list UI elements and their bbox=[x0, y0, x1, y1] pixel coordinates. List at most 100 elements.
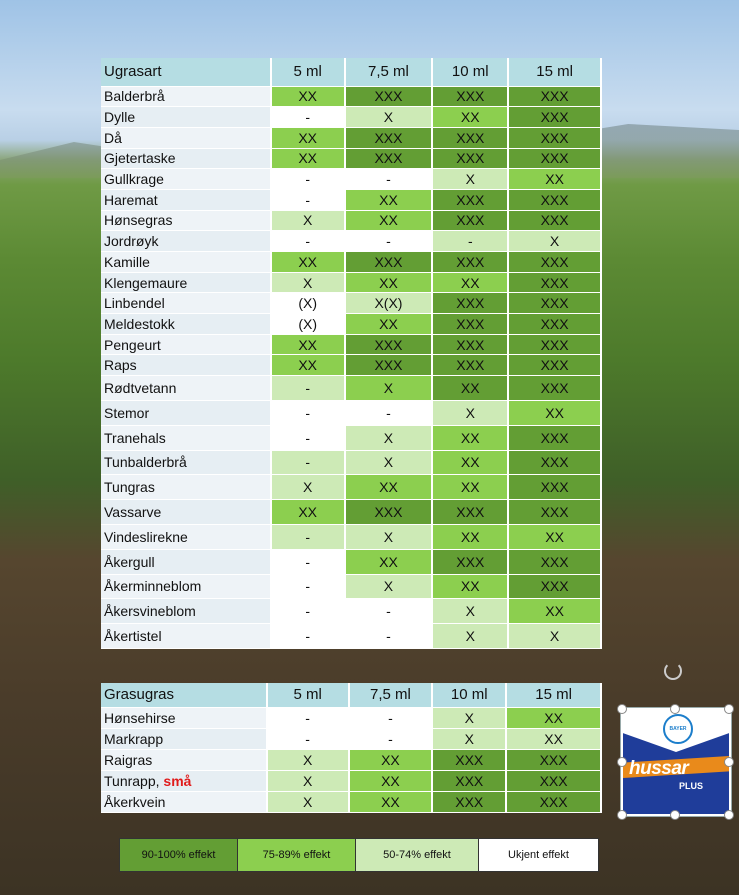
effect-cell: XXX bbox=[432, 499, 510, 525]
row-name-text: Raigras bbox=[104, 751, 153, 768]
table-row: Åkertistel - - X X bbox=[101, 623, 602, 649]
effect-cell: XXX bbox=[508, 148, 602, 169]
effect-cell: - bbox=[344, 623, 434, 649]
row-name: Hønsehirse bbox=[101, 707, 268, 728]
effect-cell: XX bbox=[270, 251, 346, 273]
row-name-text: Stemor bbox=[104, 404, 150, 421]
row-name: Stemor bbox=[101, 400, 272, 426]
table-row: Haremat - XX XXX XXX bbox=[101, 189, 602, 211]
effect-cell: XXX bbox=[432, 313, 510, 335]
effect-cell: - bbox=[348, 707, 434, 728]
effect-cell: XX bbox=[432, 425, 510, 451]
weed-effect-table: Ugrasart 5 ml 7,5 ml 10 ml 15 ml Balderbrå XX X… bbox=[101, 58, 602, 649]
effect-cell: X bbox=[508, 230, 602, 252]
row-name-text: Tranehals bbox=[104, 429, 166, 446]
effect-cell: - bbox=[270, 549, 346, 574]
table-row: Hønsehirse - - X XX bbox=[101, 707, 602, 728]
effect-cell: XXX bbox=[432, 148, 510, 169]
effect-cell: - bbox=[270, 168, 346, 190]
resize-handle-icon[interactable] bbox=[617, 704, 627, 714]
column-header-dose: 15 ml bbox=[508, 58, 602, 86]
effect-cell: X bbox=[344, 524, 434, 550]
row-name: Åkerkvein bbox=[101, 791, 268, 812]
column-header-dose: 7,5 ml bbox=[348, 683, 434, 707]
table-row: Raigras X XX XXX XXX bbox=[101, 749, 602, 770]
resize-handle-icon[interactable] bbox=[724, 704, 734, 714]
effect-cell: XX bbox=[508, 598, 602, 624]
resize-handle-icon[interactable] bbox=[724, 810, 734, 820]
effect-cell: - bbox=[270, 425, 346, 451]
row-name-text: Tunbalderbrå bbox=[104, 454, 187, 471]
effect-cell: X bbox=[432, 400, 510, 426]
effect-cell: XXX bbox=[344, 251, 434, 273]
effect-cell: XXX bbox=[432, 791, 508, 812]
row-name: Då bbox=[101, 127, 272, 149]
effect-cell: XX bbox=[270, 334, 346, 355]
effect-cell: XXX bbox=[508, 474, 602, 500]
row-name: Jordrøyk bbox=[101, 230, 272, 252]
column-header-dose: 5 ml bbox=[270, 58, 346, 86]
row-name: Gjetertaske bbox=[101, 148, 272, 169]
effect-cell: - bbox=[270, 450, 346, 475]
effect-cell: XXX bbox=[508, 375, 602, 401]
column-header-dose: 10 ml bbox=[432, 58, 510, 86]
row-name-text: Hønsegras bbox=[104, 212, 173, 229]
effect-cell: XXX bbox=[508, 354, 602, 376]
effect-cell: XXX bbox=[508, 189, 602, 211]
resize-handle-icon[interactable] bbox=[724, 757, 734, 767]
table-row: Linbendel (X) X(X) XXX XXX bbox=[101, 292, 602, 314]
resize-handle-icon[interactable] bbox=[670, 704, 680, 714]
row-name-text: Meldestokk bbox=[104, 315, 175, 332]
effect-cell: XXX bbox=[506, 749, 602, 770]
effect-cell: XXX bbox=[432, 210, 510, 231]
row-name-text: Haremat bbox=[104, 191, 158, 208]
table-row: Balderbrå XX XXX XXX XXX bbox=[101, 86, 602, 107]
row-name-text: Tungras bbox=[104, 479, 155, 496]
rotate-handle-icon[interactable] bbox=[664, 662, 682, 680]
row-name: Balderbrå bbox=[101, 86, 272, 107]
row-name-text: Åkergull bbox=[104, 553, 155, 570]
effect-cell: XX bbox=[432, 474, 510, 500]
effect-cell: X bbox=[432, 598, 510, 624]
effect-cell: - bbox=[270, 189, 346, 211]
table-row: Klengemaure X XX XX XXX bbox=[101, 272, 602, 293]
effect-cell: - bbox=[432, 230, 510, 252]
effect-cell: - bbox=[344, 598, 434, 624]
table-row: Åkergull - XX XXX XXX bbox=[101, 549, 602, 574]
effect-cell: XXX bbox=[432, 354, 510, 376]
row-name-text: Vassarve bbox=[104, 504, 162, 520]
effect-cell: XX bbox=[270, 148, 346, 169]
effect-cell: XX bbox=[344, 189, 434, 211]
row-name: Tranehals bbox=[101, 425, 272, 451]
table-row: Raps XX XXX XXX XXX bbox=[101, 354, 602, 376]
effect-cell: XX bbox=[506, 728, 602, 749]
row-name-text: Vindeslirekne bbox=[104, 528, 188, 545]
effect-cell: XXX bbox=[432, 549, 510, 574]
legend-item-unknown: Ukjent effekt bbox=[479, 839, 598, 871]
table-row: Då XX XXX XXX XXX bbox=[101, 127, 602, 149]
row-name: Åkersvineblom bbox=[101, 598, 272, 624]
effect-cell: XX bbox=[508, 524, 602, 550]
column-header-name: Grasugras bbox=[101, 683, 268, 707]
row-name: Åkertistel bbox=[101, 623, 272, 649]
row-name-text: Balderbrå bbox=[104, 88, 165, 105]
resize-handle-icon[interactable] bbox=[617, 810, 627, 820]
table-row: Tranehals - X XX XXX bbox=[101, 425, 602, 451]
resize-handle-icon[interactable] bbox=[670, 810, 680, 820]
row-name: Raps bbox=[101, 354, 272, 376]
row-name-text: Markrapp bbox=[104, 730, 164, 747]
effect-cell: - bbox=[270, 574, 346, 599]
effect-cell: - bbox=[270, 375, 346, 401]
effect-cell: XX bbox=[506, 707, 602, 728]
effect-cell: XX bbox=[348, 749, 434, 770]
row-name-text: Pengeurt bbox=[104, 336, 161, 353]
resize-handle-icon[interactable] bbox=[617, 757, 627, 767]
row-name-text: Åkersvineblom bbox=[104, 603, 196, 620]
row-name: Linbendel bbox=[101, 292, 272, 314]
effect-cell: X bbox=[270, 210, 346, 231]
effect-cell: XXX bbox=[432, 292, 510, 314]
bayer-cross-icon: BAYER bbox=[663, 714, 693, 744]
effect-cell: (X) bbox=[270, 313, 346, 335]
hussar-plus-product-logo[interactable]: BAYER hussar PLUS bbox=[621, 708, 731, 816]
effect-cell: XXX bbox=[508, 313, 602, 335]
